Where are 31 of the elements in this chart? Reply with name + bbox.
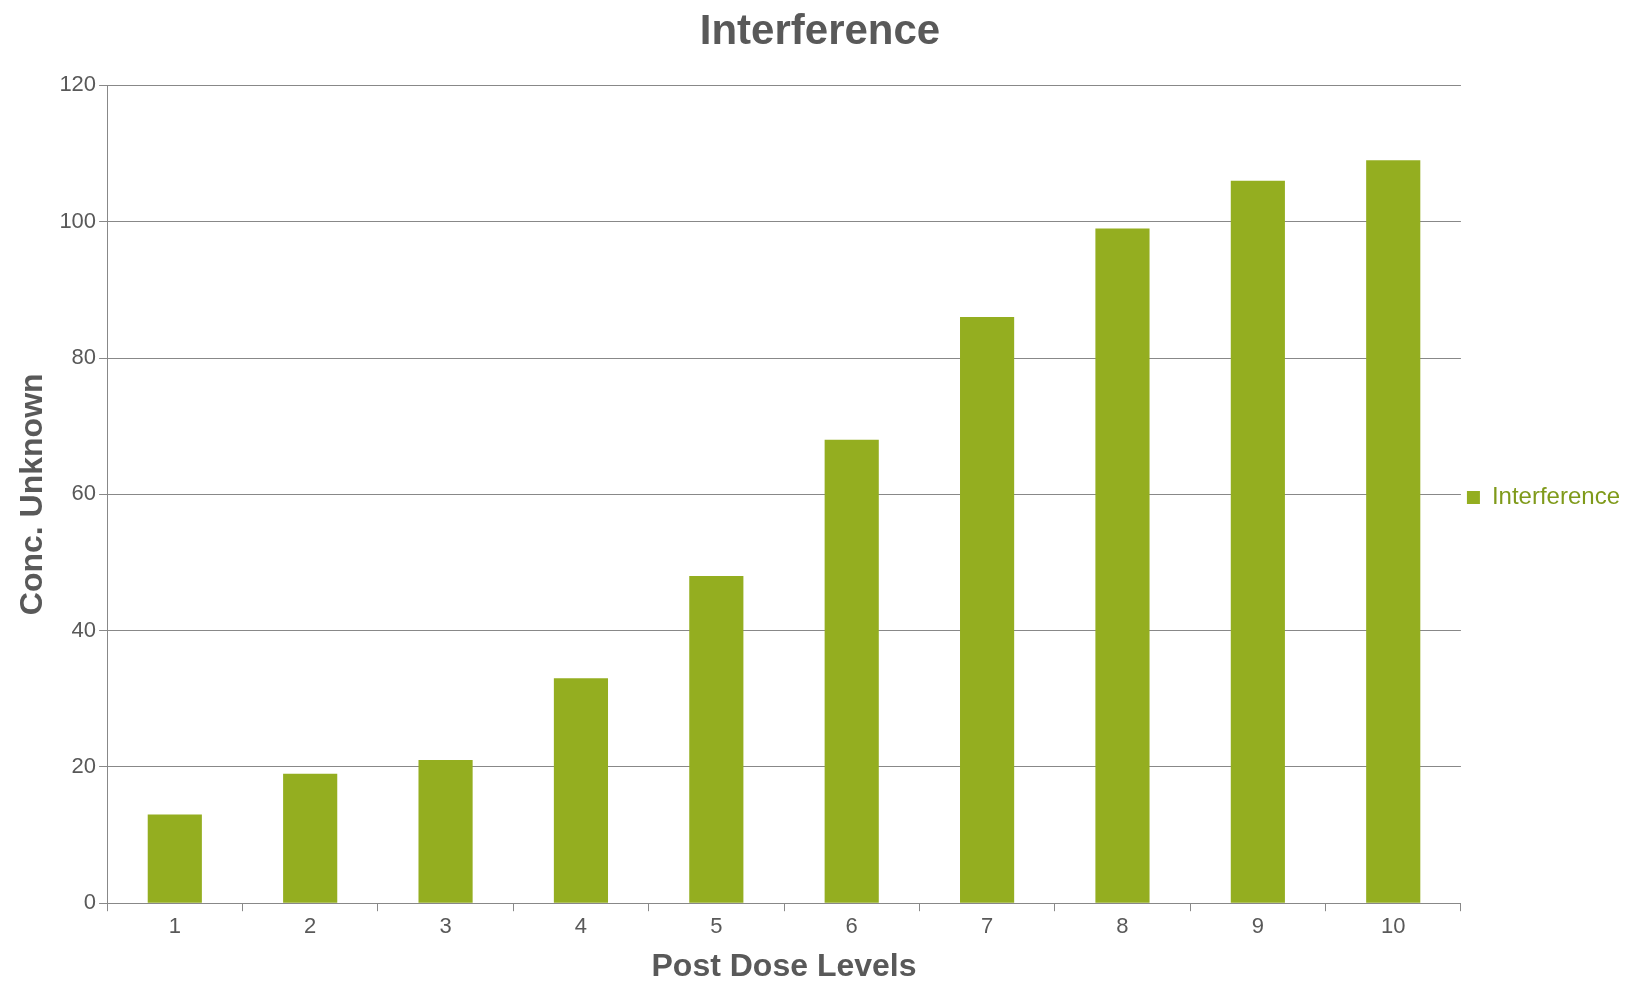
x-tick-label: 5: [710, 913, 723, 939]
y-tick-label: 100: [59, 207, 97, 233]
y-tick-label: 20: [71, 752, 97, 778]
bar: [960, 317, 1015, 903]
bar: [1095, 228, 1150, 903]
y-tick-label: 120: [59, 71, 97, 97]
x-axis-title: Post Dose Levels: [651, 946, 917, 983]
x-tick-label: 7: [980, 913, 994, 939]
bar: [689, 576, 744, 903]
bar: [283, 773, 338, 903]
legend-label: Interference: [1491, 482, 1620, 510]
x-tick-label: 4: [574, 913, 588, 939]
x-tick-label: 2: [304, 913, 317, 939]
bar: [418, 760, 473, 903]
chart-title: Interference: [699, 5, 941, 53]
bar: [147, 814, 202, 903]
x-tick-label: 6: [845, 913, 858, 939]
x-tick-label: 3: [439, 913, 452, 939]
bar: [553, 678, 609, 903]
x-tick-label: 8: [1116, 913, 1129, 939]
x-tick-label: 1: [168, 913, 181, 939]
x-tick-label: 10: [1380, 913, 1406, 939]
y-tick-label: 0: [83, 889, 97, 915]
y-tick-label: 60: [71, 480, 97, 506]
bar: [1366, 160, 1421, 903]
y-tick-label: 80: [71, 344, 97, 370]
y-axis-title: Conc. Unknown: [13, 373, 50, 616]
bar: [824, 439, 879, 903]
x-tick-label: 9: [1251, 913, 1264, 939]
y-tick-label: 40: [71, 616, 97, 642]
bar: [1230, 180, 1285, 903]
